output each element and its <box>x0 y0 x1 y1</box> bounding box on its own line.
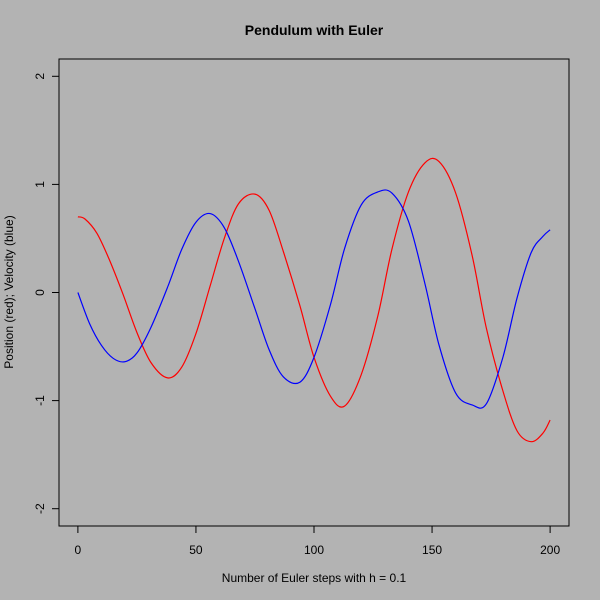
x-tick-label: 150 <box>422 543 442 557</box>
series-layer <box>77 157 551 443</box>
y-tick-label: 2 <box>33 73 47 80</box>
x-tick-label: 100 <box>304 543 324 557</box>
y-tick-label: -1 <box>33 395 47 406</box>
x-tick-label: 200 <box>540 543 560 557</box>
series-line-velocity <box>77 189 551 409</box>
chart-title: Pendulum with Euler <box>245 22 384 38</box>
x-tick-label: 0 <box>75 543 82 557</box>
y-tick-label: 0 <box>33 289 47 296</box>
x-axis-label: Number of Euler steps with h = 0.1 <box>222 571 407 585</box>
series-line-position <box>77 157 551 443</box>
y-tick-label: 1 <box>33 181 47 188</box>
x-axis: 0 50 100 150 200 <box>75 525 560 557</box>
y-axis: -2 -1 0 1 2 <box>33 73 60 514</box>
y-tick-label: -2 <box>33 503 47 514</box>
y-axis-label: Position (red); Velocity (blue) <box>2 215 16 368</box>
x-tick-label: 50 <box>189 543 203 557</box>
